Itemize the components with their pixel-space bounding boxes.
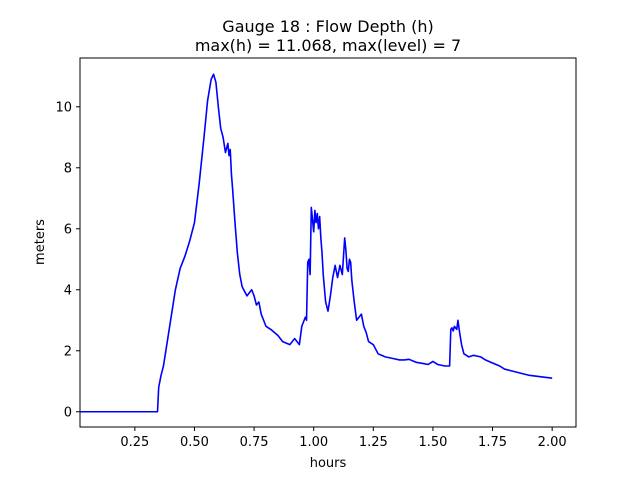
x-tick-label: 0.50 [180,435,209,450]
x-axis: 0.25 0.50 0.75 1.00 1.25 1.50 1.75 2.00 [120,427,567,450]
y-tick-label: 8 [64,161,72,176]
y-tick-label: 2 [64,344,72,359]
y-tick-label: 4 [64,283,72,298]
x-tick-label: 2.00 [538,435,567,450]
x-tick-label: 0.75 [240,435,269,450]
chart-subtitle: max(h) = 11.068, max(level) = 7 [195,36,461,55]
y-axis: 0 2 4 6 8 10 [55,100,80,420]
x-tick-label: 1.00 [299,435,328,450]
y-tick-label: 6 [64,222,72,237]
plot-area [80,73,553,413]
y-axis-label: meters [33,219,48,265]
chart-title: Gauge 18 : Flow Depth (h) [222,17,433,36]
x-tick-label: 1.25 [359,435,388,450]
x-axis-label: hours [310,456,347,471]
series-line-0 [80,73,553,413]
y-tick-label: 10 [55,100,72,115]
x-tick-label: 0.25 [120,435,149,450]
y-tick-label: 0 [64,405,72,420]
x-tick-label: 1.50 [418,435,447,450]
x-tick-label: 1.75 [478,435,507,450]
axes-frame [79,57,577,428]
